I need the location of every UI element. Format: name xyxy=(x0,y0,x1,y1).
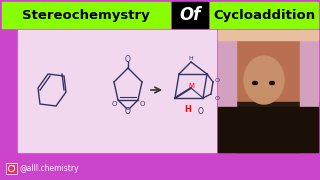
Bar xyxy=(172,2,208,28)
Text: @alll.chemistry: @alll.chemistry xyxy=(20,164,80,173)
Text: O: O xyxy=(215,78,220,82)
Bar xyxy=(18,30,216,152)
Text: H: H xyxy=(185,105,191,114)
Text: Of: Of xyxy=(179,6,201,24)
Text: O: O xyxy=(125,107,131,116)
Bar xyxy=(300,30,318,152)
Bar xyxy=(6,163,17,174)
Bar xyxy=(218,102,318,152)
Bar xyxy=(218,30,318,152)
Text: O: O xyxy=(215,96,220,100)
Bar xyxy=(2,2,170,28)
Text: H: H xyxy=(188,55,193,60)
Bar xyxy=(218,107,318,152)
Text: Cycloaddition: Cycloaddition xyxy=(213,8,315,21)
Bar xyxy=(6,163,17,174)
Ellipse shape xyxy=(244,56,284,104)
Text: O: O xyxy=(139,101,145,107)
Text: M: M xyxy=(188,83,194,89)
Text: O: O xyxy=(111,101,117,107)
Text: O: O xyxy=(125,55,131,64)
Ellipse shape xyxy=(252,82,258,84)
Text: Stereochemystry: Stereochemystry xyxy=(22,8,150,21)
Circle shape xyxy=(13,165,15,167)
Ellipse shape xyxy=(269,82,275,84)
Text: O: O xyxy=(198,107,204,116)
Bar xyxy=(210,2,318,28)
Bar xyxy=(218,30,236,152)
Bar xyxy=(218,30,318,40)
